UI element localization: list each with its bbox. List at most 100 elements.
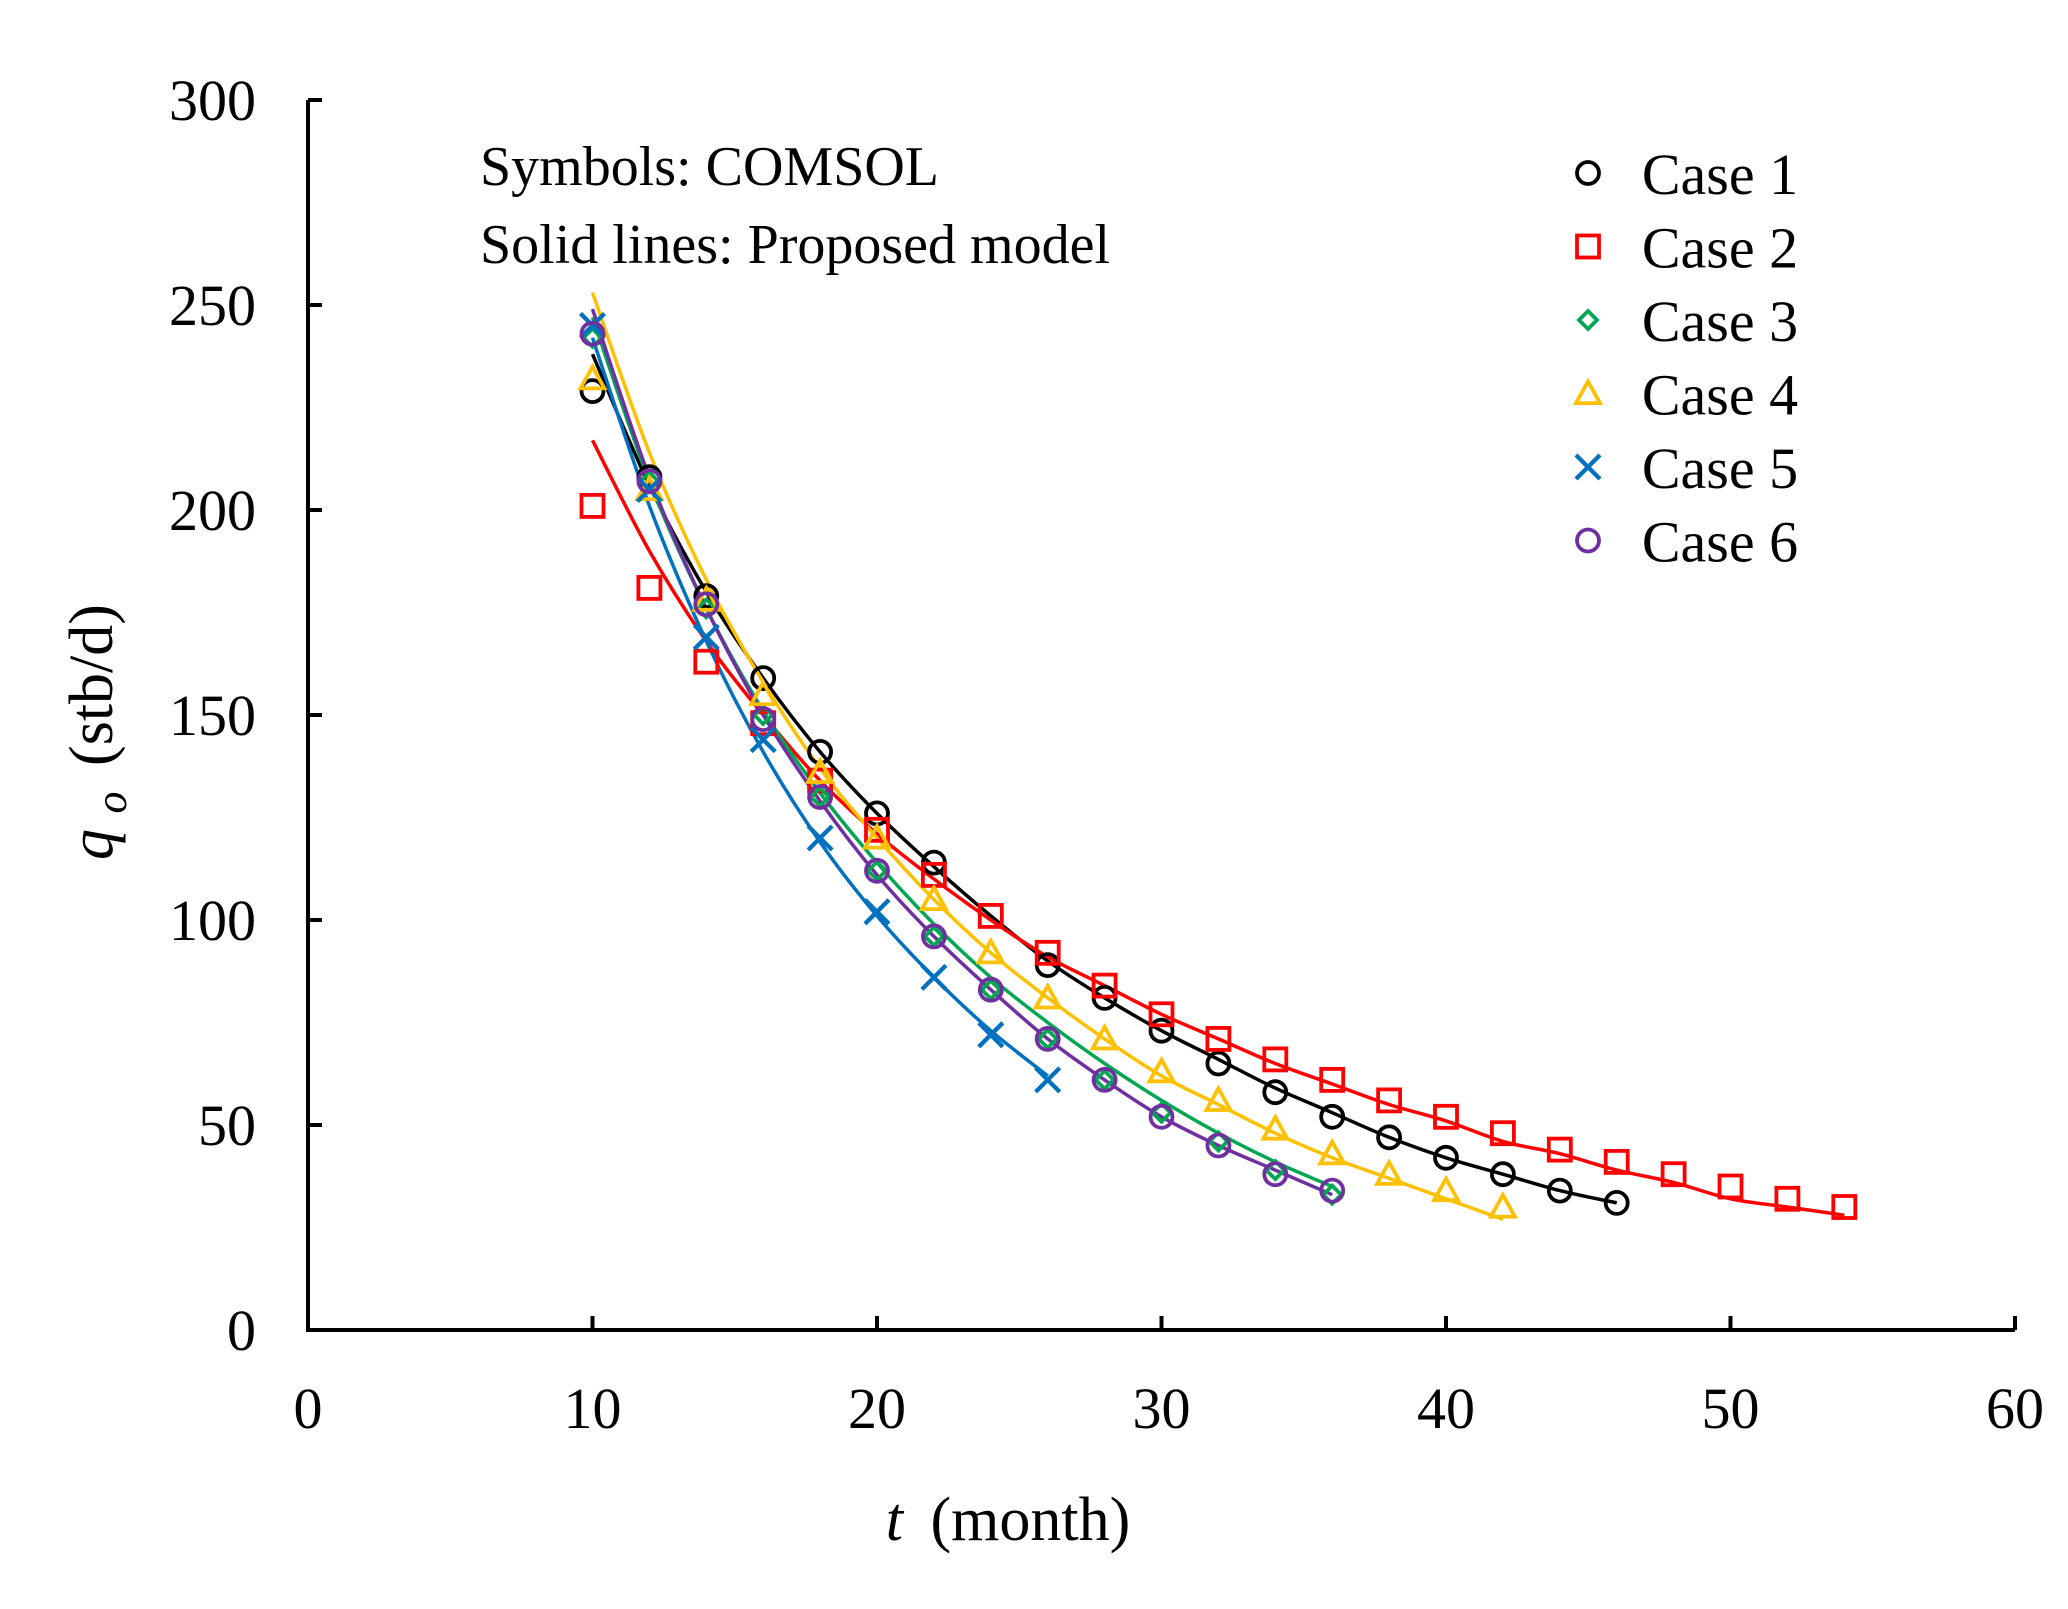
marker-case-4 — [1316, 1137, 1348, 1166]
x-axis-var: t — [886, 1486, 905, 1554]
y-tick-label: 250 — [169, 273, 256, 338]
marker-case-4 — [1487, 1191, 1519, 1219]
model-line-case-3 — [590, 316, 1333, 1189]
marker-case-2 — [1262, 1046, 1289, 1073]
marker-case-5 — [920, 963, 948, 991]
marker-case-1 — [1205, 1050, 1232, 1077]
marker-case-2 — [1831, 1194, 1858, 1220]
marker-case-6 — [1148, 1103, 1175, 1130]
marker-case-6 — [977, 976, 1004, 1003]
marker-case-2 — [1660, 1161, 1687, 1188]
marker-case-4 — [1430, 1174, 1462, 1203]
marker-case-4 — [1260, 1113, 1291, 1141]
y-tick-label: 200 — [169, 478, 256, 543]
marker-case-6 — [1091, 1067, 1118, 1093]
marker-case-2 — [693, 648, 720, 675]
marker-case-4 — [577, 362, 608, 391]
marker-case-4 — [804, 756, 836, 784]
y-tick-label: 300 — [169, 68, 256, 133]
marker-case-2 — [1034, 939, 1061, 966]
legend-marker-case-1 — [1575, 160, 1601, 186]
x-axis-unit: (month) — [930, 1486, 1130, 1554]
marker-case-4 — [747, 678, 779, 706]
marker-case-6 — [921, 923, 947, 950]
marker-case-4 — [918, 883, 950, 911]
x-tick-label: 40 — [1417, 1376, 1475, 1441]
y-tick-label: 100 — [169, 888, 256, 953]
marker-case-3 — [580, 326, 605, 350]
y-axis-var: q — [58, 829, 126, 860]
marker-case-3 — [1320, 1183, 1344, 1207]
legend-label-case-1: Case 1 — [1642, 142, 1798, 207]
marker-case-6 — [1205, 1132, 1232, 1159]
axes: 0 10 20 30 40 50 60 0 50 100 150 200 250 300 — [169, 68, 2044, 1441]
marker-case-5 — [806, 824, 834, 852]
marker-case-2 — [1376, 1087, 1402, 1114]
marker-case-3 — [808, 785, 832, 809]
marker-case-2 — [636, 575, 663, 601]
x-tick-label: 20 — [848, 1376, 906, 1441]
legend-label-case-2: Case 2 — [1642, 216, 1798, 281]
legend-label-case-4: Case 4 — [1642, 363, 1798, 428]
annotation-symbols: Symbols: COMSOL — [480, 136, 939, 198]
marker-case-2 — [1205, 1026, 1232, 1052]
model-line-case-5 — [590, 337, 1049, 1078]
marker-case-6 — [750, 706, 777, 732]
marker-case-5 — [1034, 1066, 1062, 1094]
marker-case-2 — [1603, 1149, 1630, 1175]
x-tick-label: 10 — [564, 1376, 622, 1441]
marker-case-2 — [977, 903, 1004, 929]
y-axis-sub: o — [87, 791, 136, 813]
y-tick-label: 50 — [198, 1093, 256, 1158]
marker-case-5 — [692, 623, 720, 651]
marker-case-6 — [1319, 1177, 1346, 1204]
marker-case-5 — [578, 311, 607, 340]
marker-case-4 — [691, 584, 722, 612]
legend-marker-case-4 — [1572, 377, 1604, 406]
marker-case-2 — [1717, 1173, 1744, 1200]
marker-case-4 — [975, 936, 1007, 965]
marker-case-6 — [693, 591, 720, 618]
x-tick-label: 30 — [1133, 1376, 1191, 1441]
model-line-case-1 — [590, 353, 1618, 1205]
marker-case-1 — [750, 665, 777, 691]
legend-marker-case-6 — [1575, 527, 1601, 554]
model-line-case-4 — [590, 292, 1504, 1221]
marker-case-2 — [1148, 1001, 1175, 1028]
marker-case-2 — [864, 816, 890, 843]
y-axis-unit: (stb/d) — [58, 604, 126, 766]
marker-case-3 — [694, 596, 718, 621]
marker-case-3 — [865, 859, 889, 883]
marker-case-1 — [1319, 1103, 1346, 1130]
x-tick-label: 0 — [294, 1376, 323, 1441]
annotation-lines: Solid lines: Proposed model — [480, 214, 1110, 276]
legend-marker-case-2 — [1575, 233, 1601, 260]
marker-case-4 — [1203, 1084, 1234, 1112]
marker-case-1 — [1148, 1017, 1175, 1044]
marker-case-2 — [579, 492, 606, 519]
marker-case-1 — [1546, 1177, 1573, 1204]
marker-case-5 — [863, 898, 891, 926]
marker-case-5 — [749, 726, 777, 754]
marker-case-3 — [1092, 1068, 1117, 1092]
marker-case-5 — [977, 1021, 1005, 1049]
y-axis-label: q o (stb/d) — [58, 604, 140, 860]
marker-case-6 — [807, 784, 833, 810]
marker-case-3 — [1036, 1027, 1060, 1051]
marker-case-1 — [1262, 1079, 1289, 1106]
y-tick-label: 0 — [227, 1298, 256, 1363]
marker-case-4 — [861, 822, 893, 850]
data-markers — [577, 311, 1858, 1220]
legend-label-case-6: Case 6 — [1642, 510, 1798, 575]
marker-case-2 — [1490, 1120, 1516, 1147]
legend: Case 1 Case 2 Case 3 Case 4 Case 5 Case 6 — [1572, 142, 1798, 575]
model-line-case-6 — [590, 308, 1333, 1197]
marker-case-1 — [1490, 1161, 1516, 1188]
x-tick-label: 60 — [1986, 1376, 2044, 1441]
marker-case-4 — [1146, 1055, 1177, 1084]
marker-case-6 — [636, 468, 663, 495]
legend-marker-case-3 — [1576, 308, 1600, 332]
legend-marker-case-5 — [1574, 453, 1602, 481]
